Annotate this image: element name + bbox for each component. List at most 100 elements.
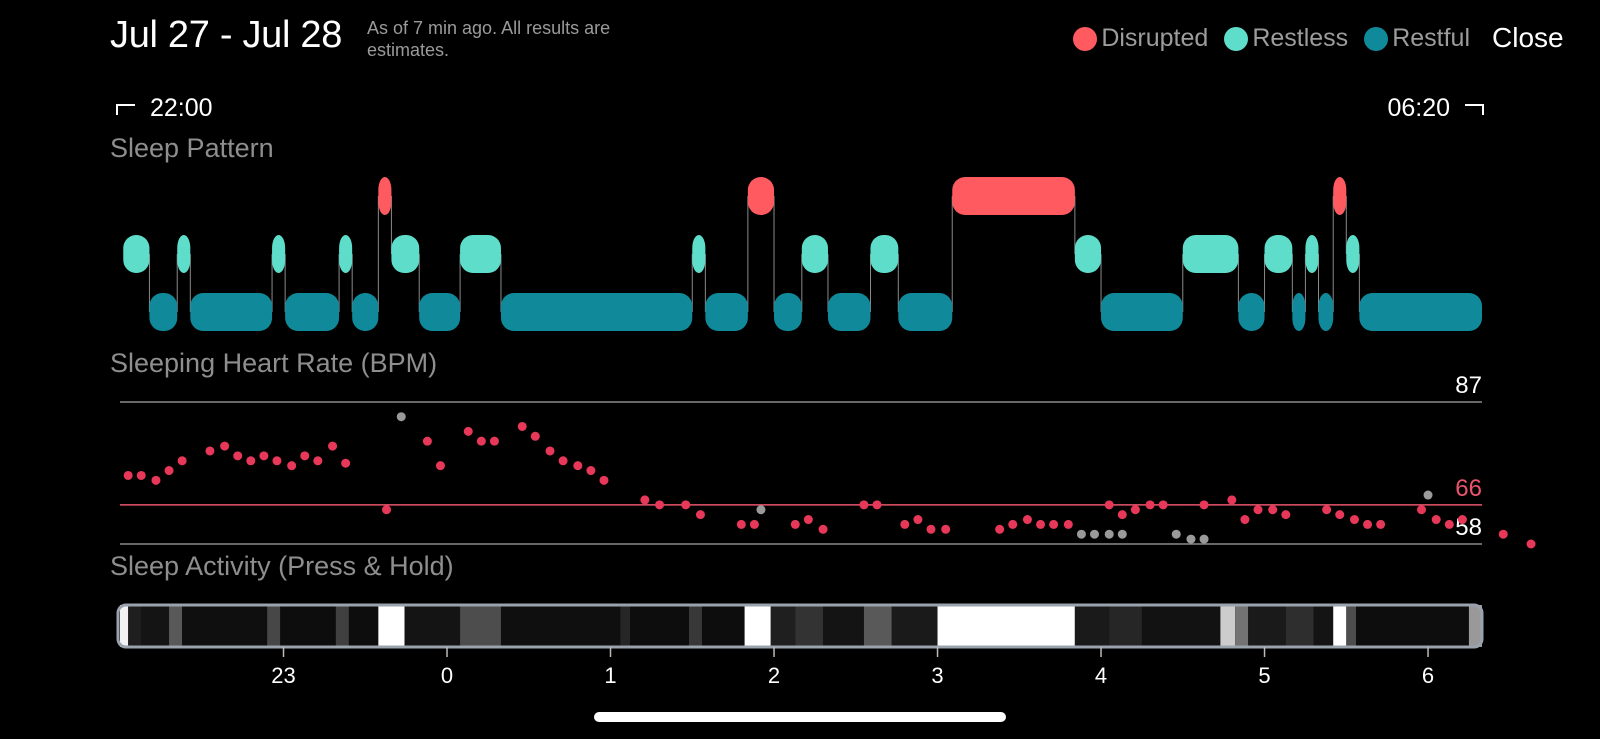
hr-point [1322, 505, 1332, 515]
hr-point [1335, 510, 1345, 520]
activity-band [500, 605, 621, 647]
heart-rate-heading: Sleeping Heart Rate (BPM) [110, 348, 438, 378]
activity-band [863, 605, 892, 647]
activity-band [702, 605, 745, 647]
legend-item-disrupted: Disrupted [1073, 24, 1208, 53]
hr-point-gray [1117, 529, 1127, 539]
hr-point-gray [1076, 529, 1086, 539]
hr-point [1363, 519, 1373, 529]
hr-point-gray [1104, 529, 1114, 539]
activity-band [1248, 605, 1286, 647]
hr-point [136, 470, 146, 480]
hr-point [872, 500, 882, 510]
activity-tick-label: 6 [1422, 663, 1434, 688]
hr-point [1049, 519, 1059, 529]
activity-tick-label: 3 [931, 663, 943, 688]
sleep-segment-restful [352, 293, 379, 331]
hr-point [573, 461, 583, 471]
hr-point [1240, 515, 1250, 525]
legend-label: Restful [1392, 24, 1470, 52]
sleep-segment-restful [774, 293, 802, 331]
hr-point [233, 451, 243, 461]
home-indicator[interactable] [594, 712, 1006, 722]
activity-band [182, 605, 268, 647]
estimate-note: As of 7 min ago. All results are estimat… [367, 18, 611, 60]
hr-point [1145, 500, 1155, 510]
activity-band [169, 605, 183, 647]
sleep-segment-restless [1182, 235, 1239, 273]
sleep-segment-restless [391, 235, 420, 273]
hr-point [803, 515, 813, 525]
hr-point [151, 475, 161, 485]
sleep-pattern-chart [123, 177, 1482, 331]
sleep-segment-restful [419, 293, 461, 331]
hr-point [995, 524, 1005, 534]
hr-point [1008, 519, 1018, 529]
activity-band [1074, 605, 1110, 647]
legend-label: Restless [1252, 24, 1349, 52]
hr-point [818, 524, 828, 534]
sleep-segment-restful [1318, 293, 1334, 331]
hr-point [900, 519, 910, 529]
hr-point [1457, 515, 1467, 525]
hr-point [517, 421, 527, 431]
hr-point [1227, 495, 1237, 505]
hr-reference-label: 87 [1455, 372, 1482, 399]
range-end: 06:20 [1387, 94, 1484, 123]
activity-tick-label: 5 [1258, 663, 1270, 688]
sleep-segment-restful [1359, 293, 1482, 331]
hr-reference-label: 66 [1455, 475, 1482, 502]
sleep-segment-restless [123, 235, 150, 273]
sleep-activity-chart: 23 0 1 2 3 4 5 6 [116, 603, 1484, 688]
activity-tick-label: 4 [1095, 663, 1107, 688]
activity-band [1468, 605, 1482, 647]
activity-band [1356, 605, 1469, 647]
hr-point [272, 456, 282, 466]
activity-tick-label: 23 [271, 663, 295, 688]
activity-band [1220, 605, 1236, 647]
activity-band [630, 605, 689, 647]
sleep-activity-heading: Sleep Activity (Press & Hold) [110, 551, 454, 581]
legend-item-restless: Restless [1224, 24, 1348, 53]
sleep-segment-restful [705, 293, 748, 331]
hr-point [545, 446, 555, 456]
sleep-segment-disrupted [952, 177, 1075, 215]
hr-point [1349, 515, 1359, 525]
sleep-segment-disrupted [1333, 177, 1347, 215]
page-title: Jul 27 - Jul 28 [110, 14, 343, 56]
hr-point [530, 431, 540, 441]
sleep-segment-disrupted [378, 177, 392, 215]
hr-point [1022, 515, 1032, 525]
hr-point [695, 510, 705, 520]
activity-band [280, 605, 336, 647]
sleep-segment-restful [898, 293, 953, 331]
sleep-segment-restful [1292, 293, 1306, 331]
activity-band [1235, 605, 1249, 647]
hr-point [246, 456, 256, 466]
hr-point-gray [1089, 529, 1099, 539]
hr-point [913, 515, 923, 525]
hr-point [164, 466, 174, 476]
hr-point [1268, 505, 1278, 515]
hr-point-gray [756, 505, 766, 515]
hr-point [1281, 510, 1291, 520]
activity-scrubber-frame [116, 603, 1484, 649]
activity-band [937, 605, 1075, 647]
activity-band [460, 605, 501, 647]
hr-point [1199, 500, 1209, 510]
activity-band [1141, 605, 1221, 647]
close-button[interactable]: Close [1492, 22, 1564, 53]
hr-point [328, 441, 338, 451]
hr-point [123, 470, 133, 480]
sleep-segment-restless [870, 235, 899, 273]
activity-band [404, 605, 461, 647]
bracket-right-icon [1465, 103, 1484, 115]
hr-point [640, 495, 650, 505]
sleep-segment-restless [1264, 235, 1293, 273]
hr-point [1431, 515, 1441, 525]
activity-tick-label: 1 [604, 663, 616, 688]
activity-band [620, 605, 631, 647]
